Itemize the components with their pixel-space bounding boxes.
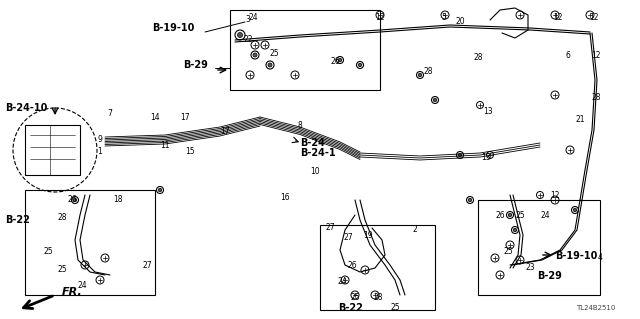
Text: 17: 17 [220,128,230,137]
Text: B-22: B-22 [5,215,30,225]
Text: 25: 25 [43,248,53,256]
Text: 28: 28 [57,213,67,222]
Text: B-24: B-24 [300,138,325,148]
Text: 28: 28 [473,54,483,63]
Text: 27: 27 [343,234,353,242]
Bar [230,10,380,90]
Text: 8: 8 [298,121,302,130]
Circle shape [73,198,77,202]
Text: 13: 13 [481,153,491,162]
Text: 20: 20 [455,18,465,26]
Text: 12: 12 [589,13,599,23]
Text: 9: 9 [97,136,102,145]
Circle shape [253,53,257,57]
Text: 26: 26 [347,261,357,270]
Circle shape [419,73,422,77]
Text: 27: 27 [142,261,152,270]
Bar [478,200,600,295]
Text: B-19-10: B-19-10 [555,251,597,261]
Text: 26: 26 [495,211,505,219]
Text: B-24-10: B-24-10 [5,103,47,113]
Text: 10: 10 [310,167,320,176]
Text: 25: 25 [57,265,67,275]
Circle shape [513,228,516,232]
Text: B-24-1: B-24-1 [300,148,335,158]
Text: 28: 28 [373,293,383,302]
Text: B-29: B-29 [183,60,208,70]
Text: 14: 14 [150,114,160,122]
Text: 24: 24 [540,211,550,219]
Circle shape [339,58,342,62]
Text: 12: 12 [550,190,560,199]
Circle shape [573,208,577,212]
Text: 25: 25 [269,48,279,57]
Text: 16: 16 [280,194,290,203]
Text: TL24B2510: TL24B2510 [576,305,616,311]
Circle shape [468,198,472,202]
Text: 26: 26 [67,196,77,204]
Bar [25,125,80,175]
Text: 11: 11 [160,140,170,150]
Text: 5: 5 [442,13,447,23]
Text: 12: 12 [591,50,601,60]
Text: 15: 15 [185,147,195,157]
Text: 3: 3 [246,16,250,25]
Text: 26: 26 [330,57,340,66]
Text: 25: 25 [390,303,400,313]
Bar [320,225,435,310]
Text: 12: 12 [375,13,385,23]
Text: B-22: B-22 [338,303,363,313]
Text: 1: 1 [98,147,102,157]
Text: 24: 24 [248,13,258,23]
Text: 13: 13 [483,108,493,116]
Text: 25: 25 [350,293,360,302]
Text: 2: 2 [413,226,417,234]
Text: 27: 27 [325,224,335,233]
Text: 12: 12 [553,13,563,23]
Circle shape [358,63,362,67]
Text: 28: 28 [591,93,601,102]
Text: 19: 19 [363,231,373,240]
Bar [25,190,155,295]
Text: 25: 25 [503,248,513,256]
Circle shape [237,33,243,38]
Circle shape [508,213,512,217]
Circle shape [268,63,272,67]
Text: 17: 17 [180,114,190,122]
Circle shape [458,153,461,157]
Text: 23: 23 [525,263,535,272]
Text: 7: 7 [108,108,113,117]
Text: 25: 25 [515,211,525,219]
Text: 24: 24 [337,278,347,286]
Text: 21: 21 [575,115,585,124]
Text: 18: 18 [113,196,123,204]
Text: 4: 4 [598,254,602,263]
Text: B-29: B-29 [537,271,562,281]
Text: 22: 22 [243,35,253,44]
Text: 24: 24 [77,280,87,290]
Text: 6: 6 [566,50,570,60]
Text: FR.: FR. [62,287,83,297]
Text: B-19-10: B-19-10 [152,23,195,33]
Circle shape [158,188,162,192]
Circle shape [433,98,436,102]
Text: 28: 28 [423,68,433,77]
